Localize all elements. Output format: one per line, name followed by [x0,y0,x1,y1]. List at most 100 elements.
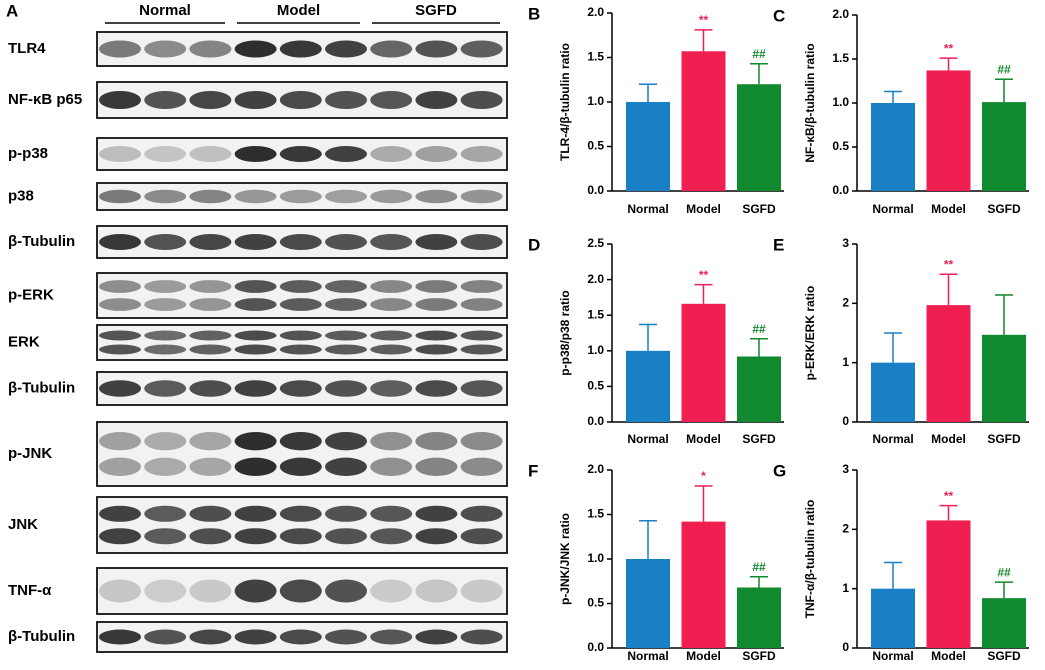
y-axis-label: p-p38/p38 ratio [558,290,572,375]
blot-band [189,457,232,476]
error-bar [939,57,958,71]
x-tick-label: SGFD [742,432,776,446]
significance-mark: ** [944,257,954,271]
x-tick-label: Model [931,202,966,216]
blot-band [460,344,503,355]
blot-band [279,189,322,204]
blot-band [370,380,413,397]
blot-band [325,189,367,204]
blot-band [189,146,232,162]
blot-band [144,457,187,476]
blot-band [325,91,367,109]
blot-band [279,40,322,58]
y-tick-label: 2.0 [832,7,849,21]
blot-label: ERK [8,333,40,350]
y-tick-label: 0 [842,640,849,654]
bar [926,70,971,191]
blot-band [325,432,367,451]
blot-band [189,280,232,293]
blot-band [415,528,458,545]
blot-band [415,280,458,293]
blot-band [325,344,367,355]
significance-mark: ## [997,62,1011,76]
error-bar [750,576,768,588]
blot-band [279,298,322,311]
error-bar [939,273,958,306]
error-bar [694,485,713,522]
blot-band [279,528,322,545]
error-bar [995,78,1013,103]
y-tick-label: 0.0 [587,414,604,428]
x-tick-label: SGFD [987,202,1021,216]
bar [982,598,1026,648]
blot-band [144,40,187,58]
error-bar [884,561,902,589]
blot-band [99,432,141,451]
error-bar [639,323,657,351]
blot-band [460,457,503,476]
blot-band [460,330,503,341]
blot-band [234,189,277,204]
blot-band [144,91,187,109]
x-tick-label: SGFD [742,649,776,663]
y-tick-label: 0.0 [587,640,604,654]
bar [626,350,670,422]
blot-band [325,234,367,250]
blot-label: TLR4 [8,40,46,57]
blot-band [325,40,367,58]
significance-mark: ** [699,13,709,27]
x-tick-label: Model [931,649,966,663]
blot-band [325,505,367,522]
blot-band [234,40,277,58]
blot-band [99,189,141,204]
blot-band [460,298,503,311]
blot-label: β-Tubulin [8,379,75,396]
blot-band [144,380,187,397]
blot-band [99,457,141,476]
blot-band [234,528,277,545]
blot-band [234,330,277,341]
error-bar [639,83,657,102]
blot-band [144,344,187,355]
x-tick-label: Normal [872,202,913,216]
y-tick-label: 0.5 [587,596,604,610]
blot-band [99,234,141,250]
blot-band [325,280,367,293]
x-tick-label: Model [686,432,721,446]
blot-band [234,298,277,311]
error-bar [639,519,657,559]
panel-letter: A [6,1,18,20]
blot-band [279,344,322,355]
blot-band [189,344,232,355]
error-bar [884,332,902,363]
blot-band [415,457,458,476]
blot-band [415,380,458,397]
significance-mark: ** [699,268,709,282]
blot-band [460,234,503,250]
blot-band [144,629,187,645]
blot-band [144,579,187,603]
blot-band [279,330,322,341]
error-bar [995,581,1013,599]
y-tick-label: 1 [842,355,849,369]
blot-band [460,91,503,109]
blot-label: β-Tubulin [8,233,75,250]
panel-letter: E [773,235,784,254]
blot-band [99,280,141,293]
significance-mark: ** [944,41,954,55]
error-bar [750,337,768,357]
blot-label: p-ERK [8,286,54,303]
blot-band [370,528,413,545]
blot-band [279,579,322,603]
panel-letter: B [528,4,540,23]
blot-band [460,629,503,645]
blot-label: p38 [8,187,34,204]
blot-band [415,189,458,204]
blot-band [279,629,322,645]
blot-band [370,40,413,58]
blot-band [325,629,367,645]
blot-band [234,579,277,603]
y-tick-label: 0 [842,414,849,428]
y-tick-label: 3 [842,236,849,250]
blot-band [99,344,141,355]
